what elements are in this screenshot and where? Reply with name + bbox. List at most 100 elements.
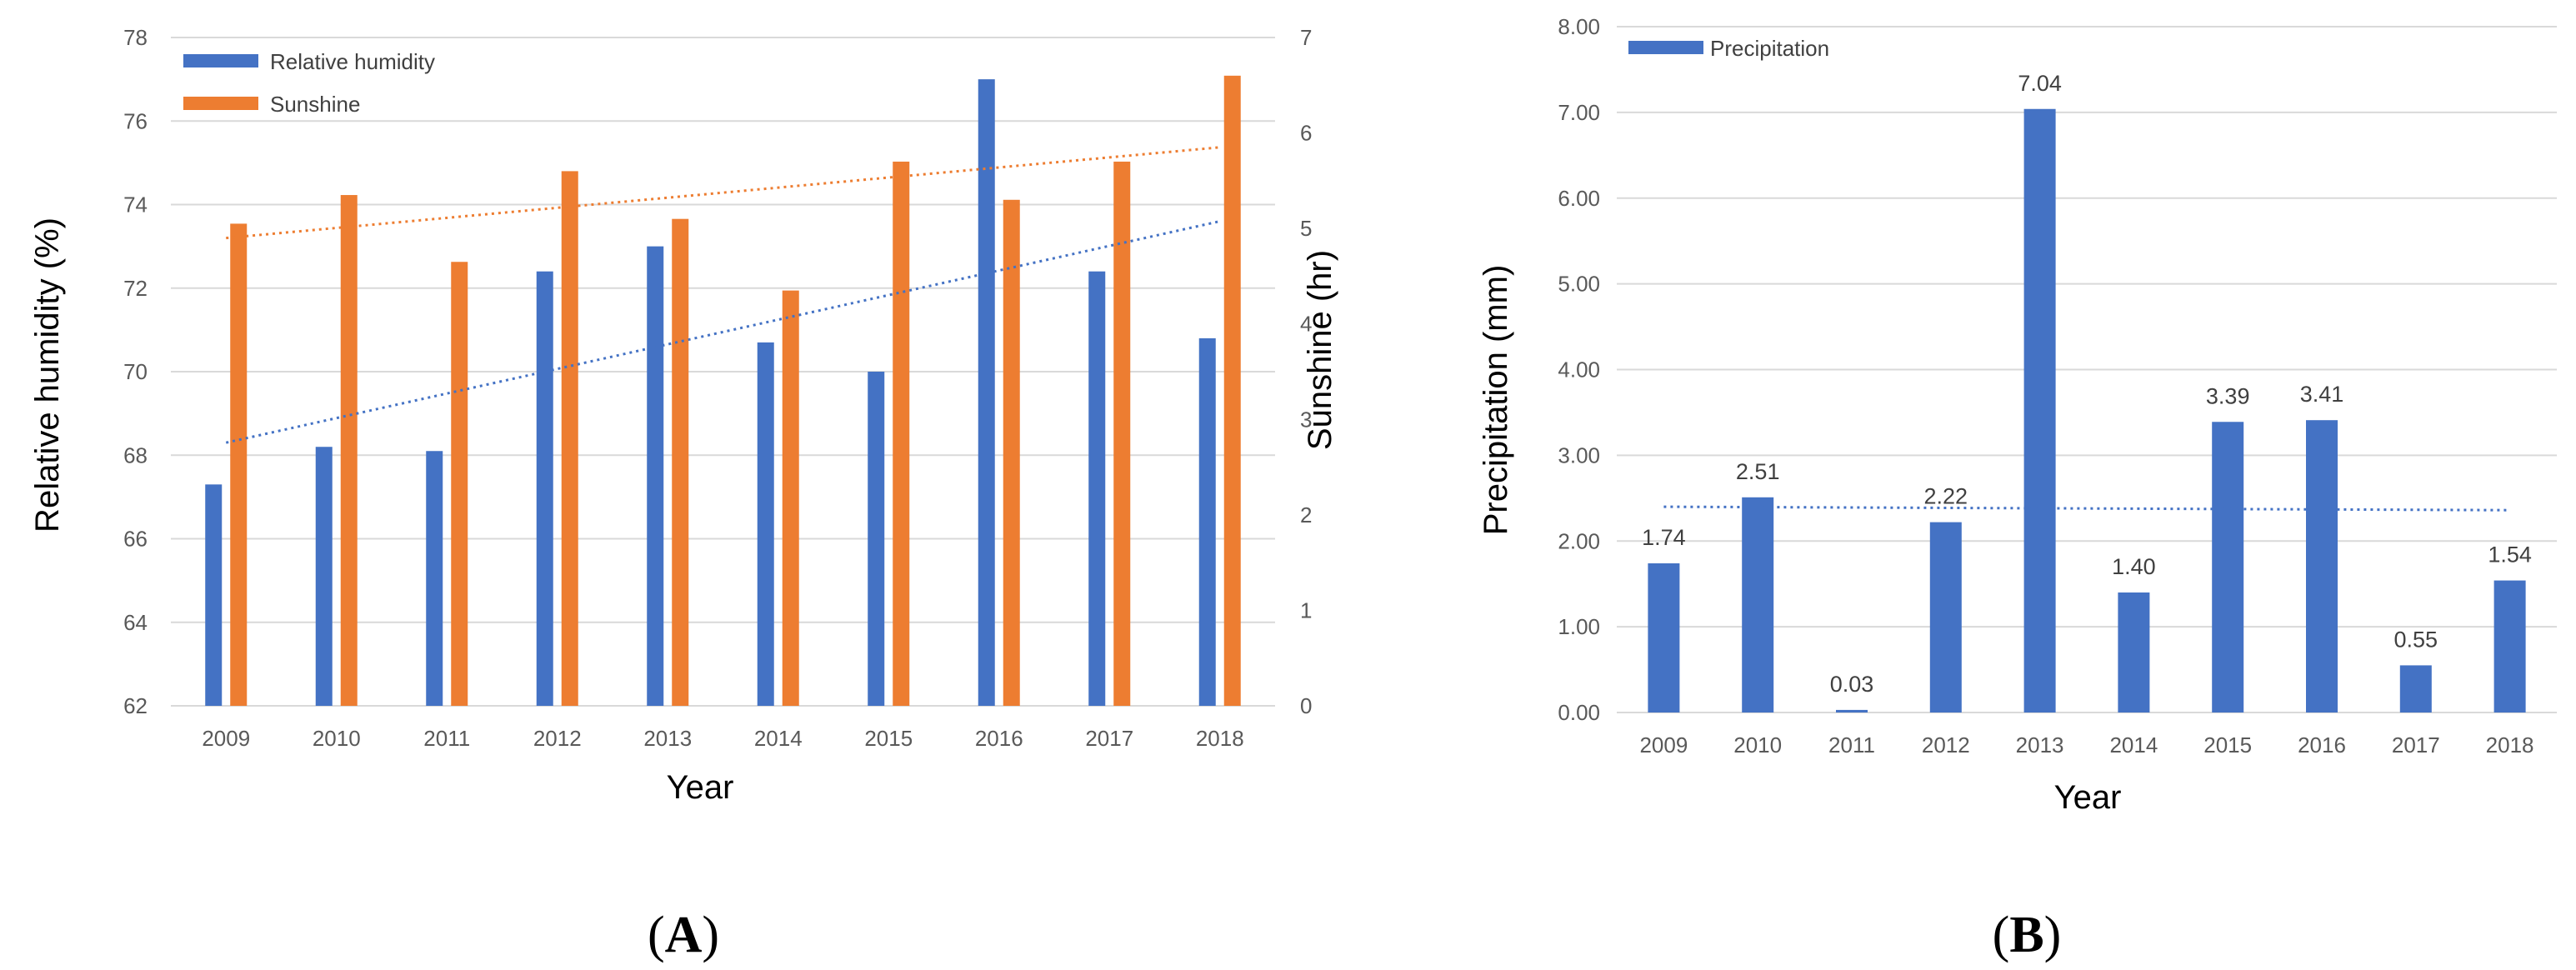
y2-tick-label: 4 (1300, 312, 1312, 337)
chart-a-x-axis-title: Year (667, 769, 734, 806)
chart-b-legend: Precipitation (1628, 36, 1829, 61)
chart-b-data-labels: 1.74 2.51 0.03 2.22 7.04 1.40 3.39 3.41 0.55 1.54 (1642, 71, 2532, 697)
y2-tick-label: 7 (1300, 25, 1312, 50)
data-label-precipitation: 3.39 (2206, 383, 2250, 408)
legend-label-relative-humidity: Relative humidity (270, 49, 435, 74)
chart-b-x-ticks: 2009 2010 2011 2012 2013 2014 2015 2016 2017 2018 (1639, 732, 2533, 758)
bar-sunshine (1003, 199, 1020, 706)
bar-relative-humidity (315, 447, 333, 706)
y-tick-label: 2.00 (1558, 528, 1600, 553)
data-label-precipitation: 2.51 (1736, 459, 1780, 484)
x-tick-label: 2011 (1828, 732, 1875, 758)
bar-relative-humidity (205, 484, 223, 706)
y2-tick-label: 6 (1300, 121, 1312, 146)
bar-relative-humidity (1198, 338, 1216, 706)
bar-sunshine (340, 195, 358, 707)
x-tick-label: 2010 (313, 726, 361, 751)
data-label-precipitation: 1.54 (2488, 542, 2532, 568)
bar-sunshine (893, 161, 910, 706)
bar-precipitation (2399, 665, 2432, 712)
bar-sunshine (451, 262, 468, 706)
y2-tick-label: 1 (1300, 598, 1312, 622)
data-label-precipitation: 2.22 (1924, 484, 1968, 509)
chart-b-bars (1648, 108, 2526, 712)
bar-sunshine (1113, 161, 1131, 706)
x-tick-label: 2018 (1196, 726, 1244, 751)
bar-relative-humidity (868, 372, 885, 706)
trendline-precipitation (1663, 505, 2510, 512)
bar-precipitation (1836, 709, 1868, 712)
bar-precipitation (2306, 420, 2338, 712)
legend-swatch-precipitation (1628, 41, 1703, 54)
x-tick-label: 2016 (2298, 732, 2346, 758)
y2-tick-label: 0 (1300, 693, 1312, 718)
y-tick-label: 6.00 (1558, 186, 1600, 211)
x-tick-label: 2012 (533, 726, 582, 751)
chart-a-legend: Relative humidity Sunshine (183, 49, 435, 117)
legend-label-sunshine: Sunshine (270, 92, 360, 117)
y2-tick-label: 2 (1300, 502, 1312, 528)
y-tick-label: 0.00 (1558, 700, 1600, 725)
y-tick-label: 3.00 (1558, 442, 1600, 468)
chart-a: 62 64 66 68 70 72 74 76 78 0 1 2 3 4 5 6 7 2009 2010 2011… (29, 25, 1338, 963)
chart-b-x-axis-title: Year (2054, 779, 2122, 816)
chart-a-trendlines (225, 146, 1221, 444)
y-tick-label: 62 (123, 693, 148, 718)
chart-b-y-ticks: 0.00 1.00 2.00 3.00 4.00 5.00 6.00 7.00 8.00 (1558, 14, 1600, 725)
bar-relative-humidity (978, 79, 995, 706)
chart-b-trendline (1663, 505, 2510, 512)
legend-label-precipitation: Precipitation (1710, 36, 1829, 61)
x-tick-label: 2015 (864, 726, 913, 751)
y2-tick-label: 5 (1300, 216, 1312, 241)
x-tick-label: 2012 (1922, 732, 1970, 758)
chart-a-right-ticks: 0 1 2 3 4 5 6 7 (1300, 25, 1312, 718)
data-label-precipitation: 3.41 (2300, 382, 2344, 407)
data-label-precipitation: 1.74 (1642, 525, 1686, 550)
data-label-precipitation: 0.55 (2394, 627, 2438, 652)
bar-precipitation (1742, 497, 1774, 712)
x-tick-label: 2009 (202, 726, 250, 751)
legend-swatch-sunshine (183, 97, 258, 110)
bar-relative-humidity (1088, 271, 1106, 706)
x-tick-label: 2017 (1085, 726, 1133, 751)
bar-precipitation (2212, 422, 2244, 712)
y-tick-label: 8.00 (1558, 14, 1600, 39)
x-tick-label: 2017 (2392, 732, 2440, 758)
x-tick-label: 2014 (754, 726, 803, 751)
x-tick-label: 2011 (423, 726, 470, 751)
chart-a-bars (205, 75, 1241, 707)
bar-precipitation (2023, 108, 2056, 712)
x-tick-label: 2015 (2203, 732, 2252, 758)
y-tick-label: 74 (123, 192, 148, 218)
bar-relative-humidity (536, 271, 553, 706)
chart-a-gridlines (171, 37, 1275, 707)
trendline-sunshine (226, 146, 1220, 240)
x-tick-label: 2013 (643, 726, 692, 751)
chart-b-y-axis-title: Precipitation (mm) (1478, 265, 1514, 536)
bar-sunshine (782, 290, 799, 706)
chart-a-x-ticks: 2009 2010 2011 2012 2013 2014 2015 2016 2017 2018 (202, 726, 1243, 751)
panel-label-a: (A) (648, 907, 719, 963)
bar-relative-humidity (647, 246, 664, 706)
bar-relative-humidity (426, 451, 443, 706)
chart-a-left-ticks: 62 64 66 68 70 72 74 76 78 (123, 25, 148, 718)
y-tick-label: 64 (123, 610, 148, 635)
x-tick-label: 2018 (2486, 732, 2534, 758)
x-tick-label: 2010 (1733, 732, 1782, 758)
bar-precipitation (1648, 562, 1680, 712)
y-tick-label: 66 (123, 527, 148, 552)
bar-sunshine (1223, 75, 1241, 707)
y-tick-label: 72 (123, 276, 148, 301)
chart-a-y-axis-title: Relative humidity (%) (29, 218, 66, 532)
y-tick-label: 68 (123, 442, 148, 468)
y-tick-label: 7.00 (1558, 100, 1600, 125)
data-label-precipitation: 7.04 (2018, 71, 2062, 96)
x-tick-label: 2014 (2109, 732, 2158, 758)
bar-sunshine (561, 171, 578, 706)
bar-precipitation (1929, 522, 1962, 712)
legend-swatch-relative-humidity (183, 54, 258, 68)
x-tick-label: 2016 (975, 726, 1023, 751)
panel-label-b: (B) (1993, 907, 2062, 963)
bar-precipitation (2118, 592, 2150, 712)
